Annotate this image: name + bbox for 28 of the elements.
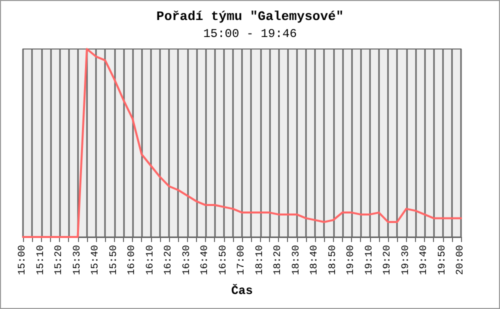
x-tick-label: 16:10 xyxy=(145,245,156,276)
chart-title: Pořadí týmu "Galemysové" xyxy=(156,9,344,24)
x-tick-label: 19:30 xyxy=(400,245,412,276)
x-tick-label: 19:40 xyxy=(419,245,430,276)
x-tick-label: 18:30 xyxy=(291,245,302,276)
x-tick-label: 16:40 xyxy=(200,245,211,276)
x-tick-label: 16:20 xyxy=(164,245,174,276)
x-tick-label: 17:00 xyxy=(236,245,248,276)
x-tick-label: 15:10 xyxy=(36,245,47,276)
x-tick-label: 18:50 xyxy=(328,245,339,276)
x-tick-label: 19:10 xyxy=(364,245,376,276)
x-tick-label: 15:00 xyxy=(18,245,28,276)
x-tick-label: 16:30 xyxy=(182,245,193,276)
x-tick-label: 18:10 xyxy=(254,245,266,276)
x-tick-label: 15:50 xyxy=(108,245,120,276)
x-tick-label: 15:40 xyxy=(90,245,102,276)
x-tick-label: 18:20 xyxy=(273,245,284,276)
x-tick-label: 20:00 xyxy=(456,245,466,276)
x-axis-title: Čas xyxy=(231,284,253,298)
x-tick-label: 16:00 xyxy=(127,245,138,276)
x-tick-label: 15:30 xyxy=(72,245,84,276)
x-tick-label: 19:20 xyxy=(382,245,394,276)
chart-subtitle: 15:00 - 19:46 xyxy=(203,27,297,41)
x-tick-label: 19:50 xyxy=(437,245,448,276)
x-tick-label: 18:40 xyxy=(310,245,320,276)
x-tick-label: 15:20 xyxy=(54,245,65,276)
x-tick-label: 16:50 xyxy=(218,245,230,276)
x-tick-label: 19:00 xyxy=(346,245,357,276)
